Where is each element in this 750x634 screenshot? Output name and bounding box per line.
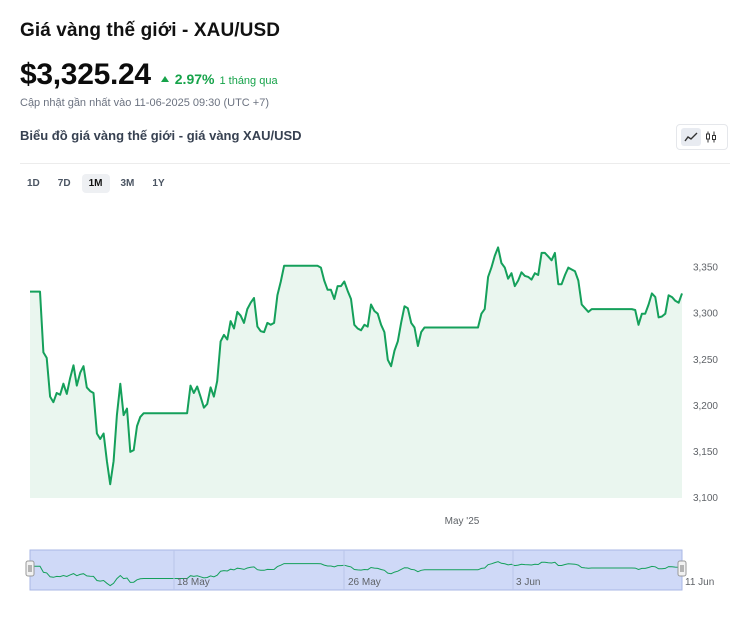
range-1m[interactable]: 1M [81,174,110,193]
navigator-date-label: 11 Jun [685,577,714,588]
price-summary: $3,325.24 2.97% 1 tháng qua [20,58,278,92]
current-price: $3,325.24 [20,58,151,91]
y-tick-label: 3,350 [693,263,718,274]
navigator-handle-left[interactable] [25,560,35,577]
price-chart[interactable]: 3,100 3,150 3,200 3,250 3,300 3,350 May '25 [0,200,750,535]
range-7d[interactable]: 7D [57,178,71,189]
range-selector: 1D 7D 1M 3M 1Y [20,174,172,193]
change-period: 1 tháng qua [219,75,278,87]
navigator-line [30,561,683,587]
change-percent: 2.97% [174,71,215,87]
navigator-date-label: 3 Jun [516,577,540,588]
line-chart-icon[interactable] [681,128,701,146]
candlestick-icon[interactable] [701,128,721,146]
navigator-date-label: 18 May [177,577,210,588]
y-tick-label: 3,300 [693,309,718,320]
y-tick-label: 3,250 [693,355,718,366]
range-1d[interactable]: 1D [27,178,40,189]
chart-subtitle: Biểu đồ giá vàng thế giới - giá vàng XAU… [20,128,302,143]
navigator-date-label: 26 May [348,577,381,588]
navigator-handle-right[interactable] [677,560,687,577]
y-tick-label: 3,200 [693,401,718,412]
y-tick-label: 3,100 [693,493,718,504]
x-tick-label: May '25 [445,516,480,527]
y-tick-label: 3,150 [693,447,718,458]
price-change: 2.97% 1 tháng qua [160,71,278,87]
page-title: Giá vàng thế giới - XAU/USD [20,20,281,41]
navigator[interactable]: 18 May 26 May 3 Jun 11 Jun [0,540,750,592]
price-line [30,246,683,486]
chart-type-toggle [676,124,728,150]
range-3m[interactable]: 3M [120,178,135,189]
last-updated: Cập nhật gần nhất vào 11-06-2025 09:30 (… [20,97,269,109]
range-1y[interactable]: 1Y [152,178,165,189]
up-arrow-icon [160,76,169,82]
price-area-fill [30,247,682,498]
section-divider [20,163,730,164]
